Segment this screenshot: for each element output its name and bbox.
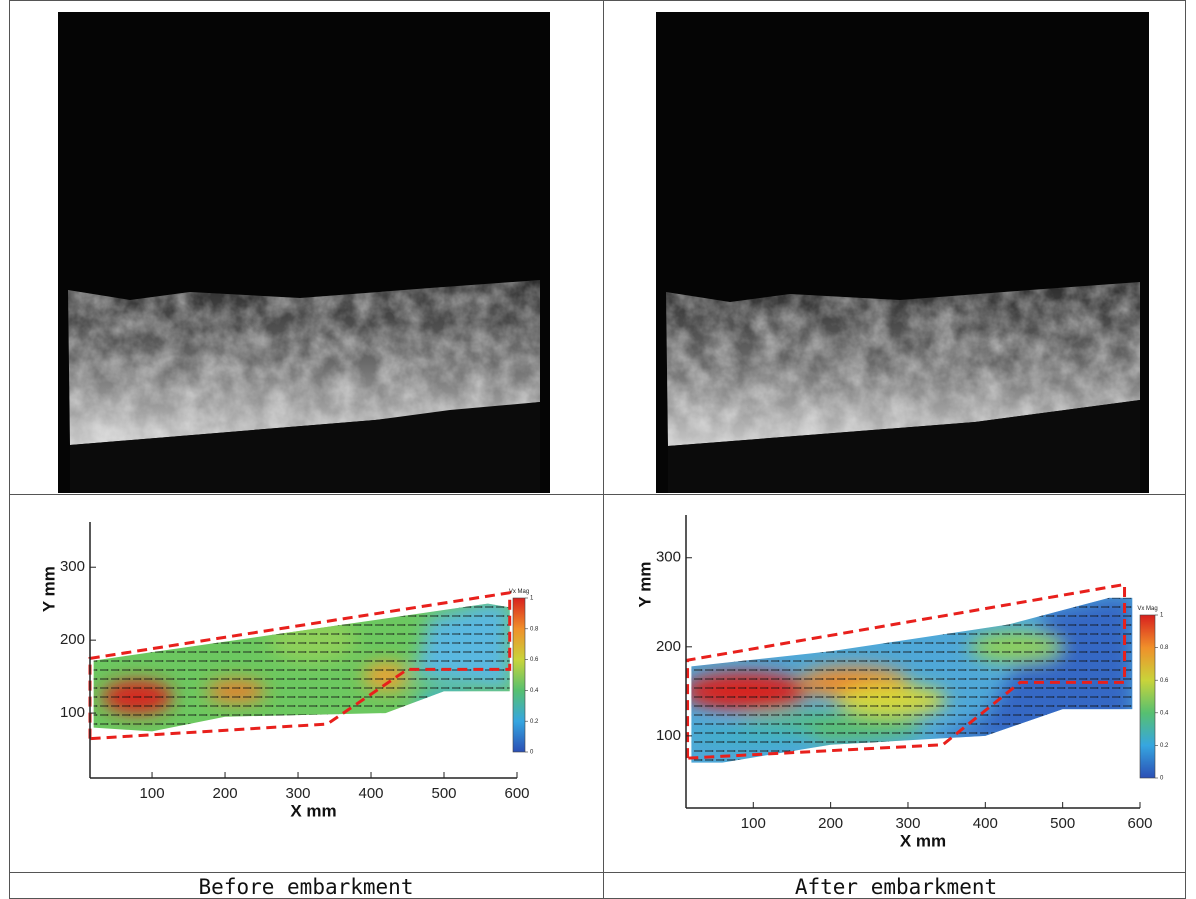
x-tick-label: 100 bbox=[140, 785, 165, 802]
y-axis-label: Y mm bbox=[39, 566, 58, 612]
y-tick-label: 100 bbox=[60, 704, 85, 721]
x-axis-label: X mm bbox=[900, 831, 946, 850]
caption: Before embarkment bbox=[199, 875, 414, 899]
colorbar-tick-label: 0.2 bbox=[1160, 743, 1169, 749]
colorbar-tick-label: 1 bbox=[1160, 613, 1164, 619]
colorbar-tick-label: 0.6 bbox=[530, 657, 539, 663]
photo-after bbox=[656, 12, 1149, 493]
vector-field bbox=[93, 603, 510, 732]
colorbar-tick-label: 0 bbox=[530, 750, 534, 756]
x-tick-label: 500 bbox=[431, 785, 456, 802]
y-tick-label: 200 bbox=[60, 631, 85, 648]
x-tick-label: 600 bbox=[504, 785, 529, 802]
x-tick-label: 200 bbox=[213, 785, 238, 802]
x-tick-label: 300 bbox=[286, 785, 311, 802]
colorbar bbox=[1139, 614, 1156, 779]
vector-field bbox=[691, 597, 1133, 763]
contour-field bbox=[93, 603, 510, 732]
region-outline bbox=[686, 582, 1127, 760]
y-tick-label: 100 bbox=[656, 727, 681, 744]
x-tick-label: 100 bbox=[741, 815, 766, 832]
x-tick-label: 400 bbox=[973, 815, 998, 832]
x-tick-label: 500 bbox=[1050, 815, 1075, 832]
x-axis-label: X mm bbox=[290, 801, 336, 820]
x-tick-label: 300 bbox=[895, 815, 920, 832]
y-tick-label: 300 bbox=[60, 558, 85, 575]
colorbar-tick-label: 0.8 bbox=[1160, 645, 1169, 651]
colorbar-tick-label: 0.2 bbox=[530, 719, 539, 725]
x-tick-label: 600 bbox=[1127, 815, 1152, 832]
colorbar-tick-label: 0.8 bbox=[530, 626, 539, 632]
colorbar-tick-label: 1 bbox=[530, 596, 534, 602]
caption: After embarkment bbox=[795, 875, 997, 899]
x-tick-label: 200 bbox=[818, 815, 843, 832]
colorbar-tick-label: 0.6 bbox=[1160, 678, 1169, 684]
photo-before bbox=[58, 12, 550, 493]
colorbar bbox=[512, 597, 526, 753]
colorbar-tick-label: 0 bbox=[1160, 776, 1164, 782]
x-tick-label: 400 bbox=[359, 785, 384, 802]
y-tick-label: 300 bbox=[656, 549, 681, 566]
colorbar-label: Vx Mag bbox=[509, 589, 529, 595]
y-tick-label: 200 bbox=[656, 638, 681, 655]
colorbar-tick-label: 0.4 bbox=[530, 688, 539, 694]
colorbar-tick-label: 0.4 bbox=[1160, 710, 1169, 716]
y-axis-label: Y mm bbox=[635, 561, 654, 607]
contour-field bbox=[691, 597, 1133, 763]
colorbar-label: Vx Mag bbox=[1137, 606, 1157, 612]
